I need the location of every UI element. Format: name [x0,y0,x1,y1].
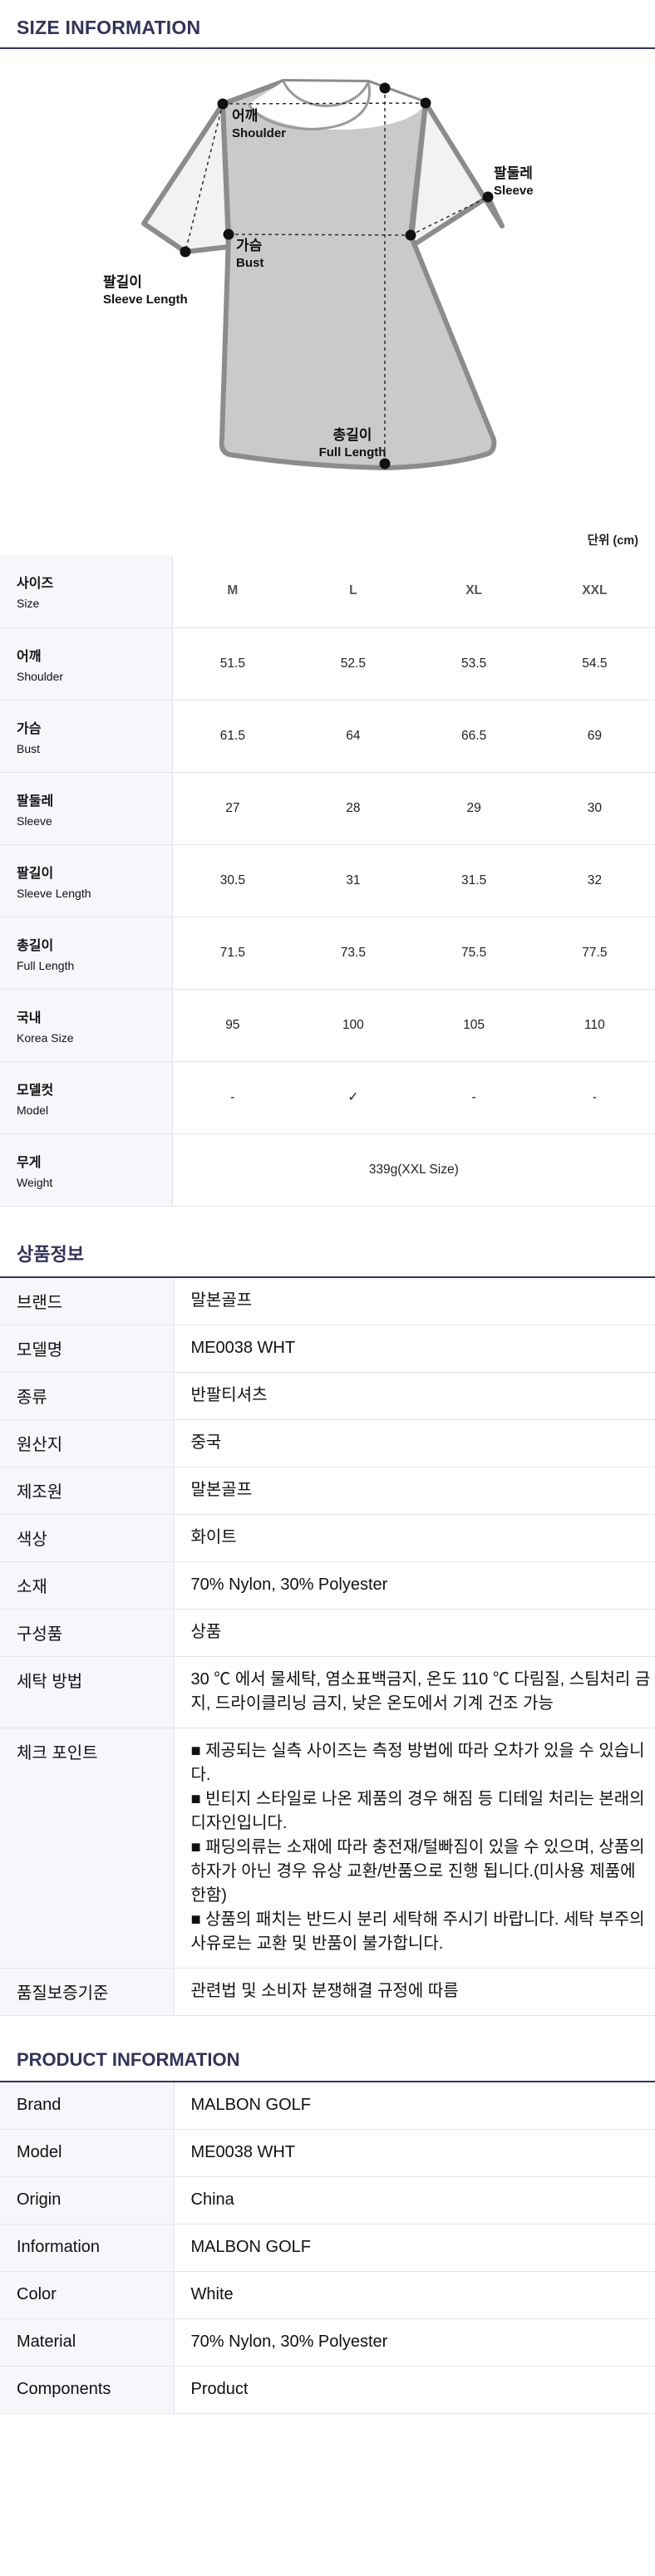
svg-text:Sleeve Length: Sleeve Length [103,293,188,307]
svg-text:팔길이: 팔길이 [103,274,142,290]
svg-text:Full Length: Full Length [319,445,387,460]
svg-text:팔둘레: 팔둘레 [494,165,533,181]
svg-text:어깨: 어깨 [232,108,258,124]
svg-text:Bust: Bust [236,256,263,270]
svg-text:Sleeve: Sleeve [494,184,534,198]
svg-text:Shoulder: Shoulder [232,126,286,140]
svg-text:총길이: 총길이 [333,427,372,443]
svg-text:가슴: 가슴 [236,238,263,253]
